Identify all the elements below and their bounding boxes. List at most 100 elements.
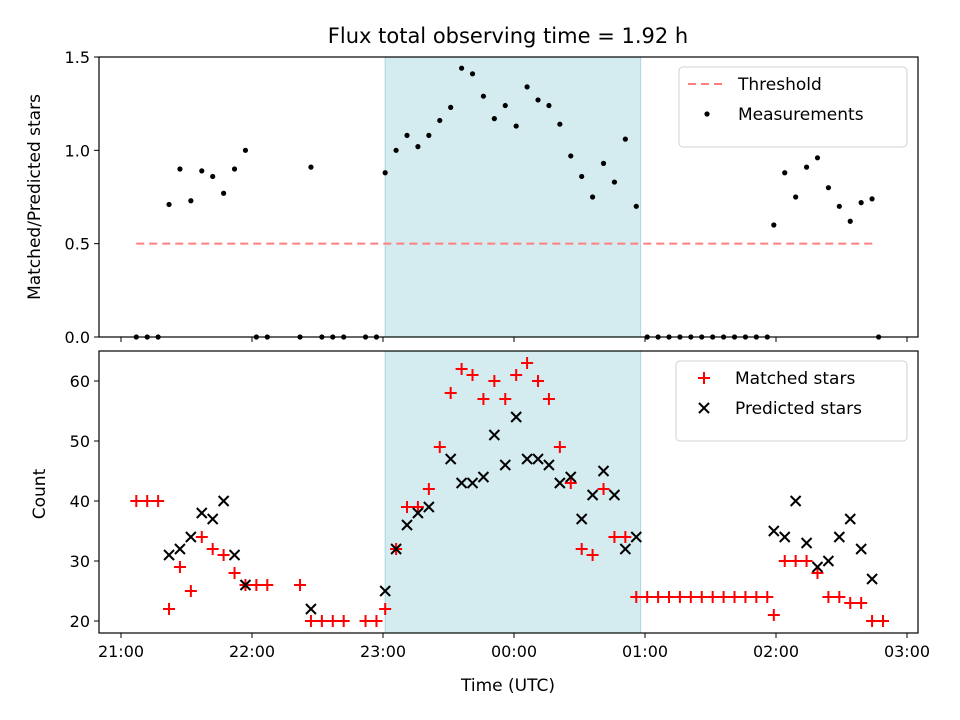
measurement-point <box>579 173 585 180</box>
matched-stars-point <box>455 363 468 375</box>
predicted-stars-point <box>499 459 511 471</box>
matched-stars-point <box>173 561 186 573</box>
matched-stars-point <box>326 615 339 627</box>
predicted-stars-point <box>228 549 241 561</box>
predicted-stars-point <box>423 501 435 513</box>
predicted-stars-point <box>554 477 566 489</box>
matched-stars-point <box>652 591 665 603</box>
predicted-stars-point <box>855 543 867 555</box>
matched-stars-point <box>488 375 501 387</box>
predicted-stars-point <box>800 537 813 549</box>
x-axis-label: Time (UTC) <box>460 676 555 696</box>
measurement-point <box>622 136 628 142</box>
measurement-point <box>404 132 410 138</box>
matched-stars-point <box>553 441 566 453</box>
measurement-point <box>825 185 832 191</box>
measurement-point <box>590 194 596 200</box>
matched-stars-point <box>315 615 328 627</box>
predicted-stars-point <box>619 543 632 555</box>
predicted-stars-point <box>174 543 186 555</box>
predicted-stars-point <box>488 429 501 441</box>
matched-stars-point <box>663 591 676 603</box>
y-tick-label: 40 <box>70 492 90 511</box>
matched-stars-point <box>304 615 317 627</box>
predicted-stars-point <box>575 513 588 525</box>
predicted-stars-point <box>608 489 621 501</box>
measurement-point <box>166 201 172 208</box>
y-tick-label: 60 <box>70 372 90 391</box>
matched-stars-point <box>466 369 479 381</box>
measurement-point <box>382 170 388 176</box>
legend-label: Measurements <box>738 105 864 125</box>
measurement-point <box>177 166 183 172</box>
legend-matched-swatch <box>698 372 710 384</box>
predicted-stars-point <box>466 477 479 489</box>
legend-label: Matched stars <box>735 369 855 389</box>
predicted-stars-point <box>844 513 856 525</box>
predicted-stars-point <box>510 411 522 423</box>
matched-stars-point <box>521 357 534 369</box>
matched-stars-point <box>739 591 752 603</box>
measurement-point <box>847 218 853 224</box>
matched-stars-point <box>250 579 263 591</box>
y-tick-label: 0.0 <box>65 328 90 347</box>
matched-stars-point <box>379 603 392 615</box>
y-tick-label: 30 <box>70 552 90 571</box>
bottom-y-axis-label: Count <box>30 468 50 519</box>
count-panel: 20 30 40 50 60 21:00 22:00 23:00 00:00 01:00 02:00… <box>70 350 930 661</box>
matched-stars-point <box>876 615 889 627</box>
y-tick-label: 50 <box>70 432 90 451</box>
matched-stars-point <box>141 495 154 507</box>
predicted-stars-point <box>305 603 317 615</box>
predicted-stars-point <box>196 507 208 519</box>
measurement-point <box>836 203 842 209</box>
measurement-point <box>308 164 314 170</box>
predicted-stars-point <box>586 489 599 501</box>
measurement-point <box>210 173 216 180</box>
predicted-stars-point <box>185 531 197 543</box>
predicted-stars-point <box>217 495 230 507</box>
x-tick-label: 01:00 <box>622 642 668 661</box>
x-tick-label: 03:00 <box>884 642 930 661</box>
matched-stars-point <box>728 591 741 603</box>
measurement-point <box>524 84 530 90</box>
matched-stars-point <box>641 591 654 603</box>
legend: Matched stars Predicted stars <box>675 360 908 442</box>
matched-stars-point <box>855 597 868 609</box>
matched-stars-point <box>359 615 372 627</box>
matched-stars-point <box>706 591 719 603</box>
y-tick-label: 1.0 <box>65 141 90 160</box>
legend-box <box>678 66 908 148</box>
predicted-stars-point <box>833 531 846 543</box>
matched-stars-point <box>673 591 686 603</box>
matched-stars-point <box>767 609 780 621</box>
measurement-point <box>869 196 875 202</box>
measurement-point <box>188 198 194 204</box>
matched-stars-point <box>811 567 824 579</box>
axes-frame <box>98 56 919 338</box>
top-y-axis-label: Matched/Predicted stars <box>25 94 45 300</box>
predicted-stars-point <box>379 585 391 597</box>
observing-window-span <box>384 350 642 634</box>
measurement-point <box>568 153 574 159</box>
matched-stars-point <box>217 549 230 561</box>
matched-stars-point <box>206 543 219 555</box>
predicted-stars-point <box>163 549 175 561</box>
measurement-point <box>242 147 249 153</box>
measurement-point <box>415 144 421 150</box>
observing-window-span <box>384 56 642 338</box>
matched-stars-point <box>761 591 774 603</box>
matched-stars-point <box>619 531 632 543</box>
matched-stars-point <box>532 375 545 387</box>
measurement-point <box>221 190 227 196</box>
measurement-point <box>782 170 788 176</box>
measurement-point <box>546 102 552 109</box>
legend-label: Predicted stars <box>735 399 862 419</box>
predicted-stars-point <box>390 543 402 555</box>
measurement-point <box>771 222 777 228</box>
x-tick-label: 22:00 <box>229 642 275 661</box>
measurement-point <box>491 116 497 122</box>
measurement-point <box>633 203 639 209</box>
matched-stars-point <box>510 369 523 381</box>
